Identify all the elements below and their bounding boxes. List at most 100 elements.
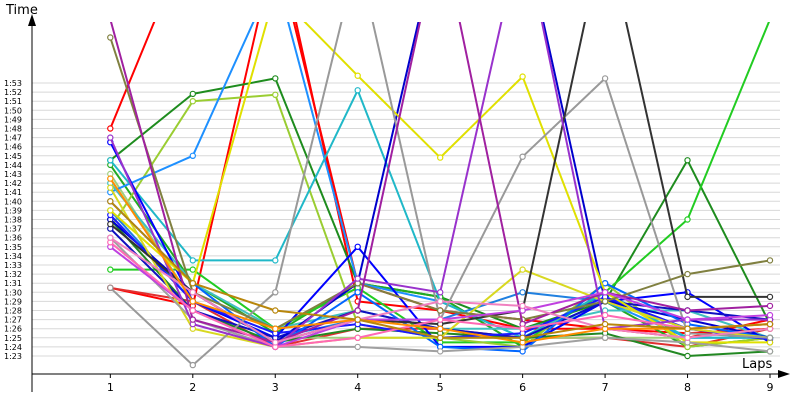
y-tick-label: 1:32	[4, 270, 22, 279]
y-tick-label: 1:39	[4, 206, 22, 215]
y-tick-label: 1:42	[4, 179, 22, 188]
data-point	[354, 343, 361, 351]
data-point	[684, 307, 691, 314]
axes: Time Laps	[5, 3, 790, 392]
y-tick-label: 1:28	[4, 307, 22, 316]
data-point	[437, 348, 444, 355]
data-point	[107, 207, 114, 214]
y-tick-label: 1:27	[4, 316, 22, 325]
y-tick-label: 1:23	[4, 352, 22, 361]
data-point	[107, 125, 114, 132]
data-point	[519, 266, 526, 273]
data-point	[766, 293, 774, 301]
y-tick-label: 1:40	[4, 197, 22, 206]
y-tick-label: 1:34	[4, 252, 22, 261]
x-tick-label: 3	[272, 381, 279, 394]
data-point	[272, 75, 279, 82]
series-group	[107, 22, 774, 369]
data-point	[601, 298, 609, 305]
y-tick-label: 1:26	[4, 325, 22, 334]
y-tick-label: 1:53	[4, 79, 22, 88]
y-tick-label: 1:43	[4, 170, 22, 179]
y-axis-title: Time	[5, 3, 38, 18]
data-point	[766, 348, 774, 355]
y-tick-label: 1:47	[4, 134, 22, 143]
x-tick-label: 6	[519, 381, 526, 394]
data-point	[519, 325, 526, 332]
data-point	[601, 311, 609, 319]
data-point	[189, 280, 196, 287]
data-point	[601, 75, 609, 82]
y-tick-label: 1:25	[4, 334, 22, 343]
data-point	[272, 325, 279, 332]
data-point	[107, 134, 114, 141]
data-point	[684, 270, 691, 278]
series-line-26	[110, 22, 771, 344]
y-tick-label: 1:51	[4, 97, 22, 106]
data-point	[107, 198, 114, 205]
data-point	[107, 184, 114, 191]
data-point	[189, 257, 196, 264]
data-point	[519, 73, 526, 80]
data-point	[766, 320, 774, 328]
data-point	[107, 175, 114, 182]
data-point	[601, 334, 609, 341]
y-tick-label: 1:35	[4, 243, 22, 252]
data-point	[272, 257, 279, 264]
data-point	[519, 302, 526, 310]
data-point	[684, 334, 691, 341]
tick-labels: 1:231:241:251:261:271:281:291:301:311:32…	[4, 79, 774, 394]
data-point	[354, 87, 361, 94]
y-tick-label: 1:37	[4, 225, 22, 234]
data-point	[189, 90, 196, 98]
data-point	[107, 234, 114, 241]
y-tick-label: 1:41	[4, 188, 22, 197]
data-point	[684, 293, 691, 301]
x-tick-label: 5	[437, 381, 444, 394]
data-point	[684, 157, 691, 164]
data-point	[766, 334, 774, 341]
data-point	[437, 325, 444, 332]
data-point	[766, 302, 774, 310]
data-point	[601, 289, 609, 296]
data-point	[519, 289, 526, 296]
data-point	[354, 289, 361, 296]
data-point	[189, 152, 196, 159]
data-point	[766, 257, 774, 264]
data-point	[272, 91, 279, 99]
data-point	[189, 289, 196, 296]
data-point	[107, 34, 114, 41]
x-axis-title: Laps	[742, 357, 772, 372]
data-point	[519, 153, 526, 160]
x-tick-label: 2	[189, 381, 196, 394]
data-point	[189, 316, 196, 323]
y-tick-label: 1:48	[4, 125, 22, 134]
y-tick-label: 1:36	[4, 234, 22, 243]
y-tick-label: 1:50	[4, 106, 22, 115]
data-point	[684, 316, 691, 323]
y-tick-label: 1:44	[4, 161, 22, 170]
y-tick-label: 1:52	[4, 88, 22, 97]
data-point	[354, 334, 361, 341]
data-point	[684, 352, 691, 360]
data-point	[437, 154, 444, 161]
data-point	[107, 266, 114, 273]
data-point	[354, 307, 361, 314]
series-line-1	[109, 22, 771, 339]
y-tick-label: 1:31	[4, 279, 22, 288]
data-point	[437, 316, 444, 323]
y-tick-label: 1:33	[4, 261, 22, 270]
x-tick-label: 8	[684, 381, 691, 394]
x-tick-label: 9	[767, 381, 774, 394]
y-tick-label: 1:38	[4, 216, 22, 225]
x-tick-label: 7	[602, 381, 609, 394]
data-point	[766, 311, 774, 319]
data-point	[684, 325, 691, 332]
y-tick-label: 1:24	[4, 343, 22, 352]
series-line-10	[109, 22, 770, 339]
data-point	[437, 334, 444, 341]
data-point	[272, 339, 279, 346]
data-point	[189, 298, 196, 305]
data-point	[189, 266, 196, 273]
